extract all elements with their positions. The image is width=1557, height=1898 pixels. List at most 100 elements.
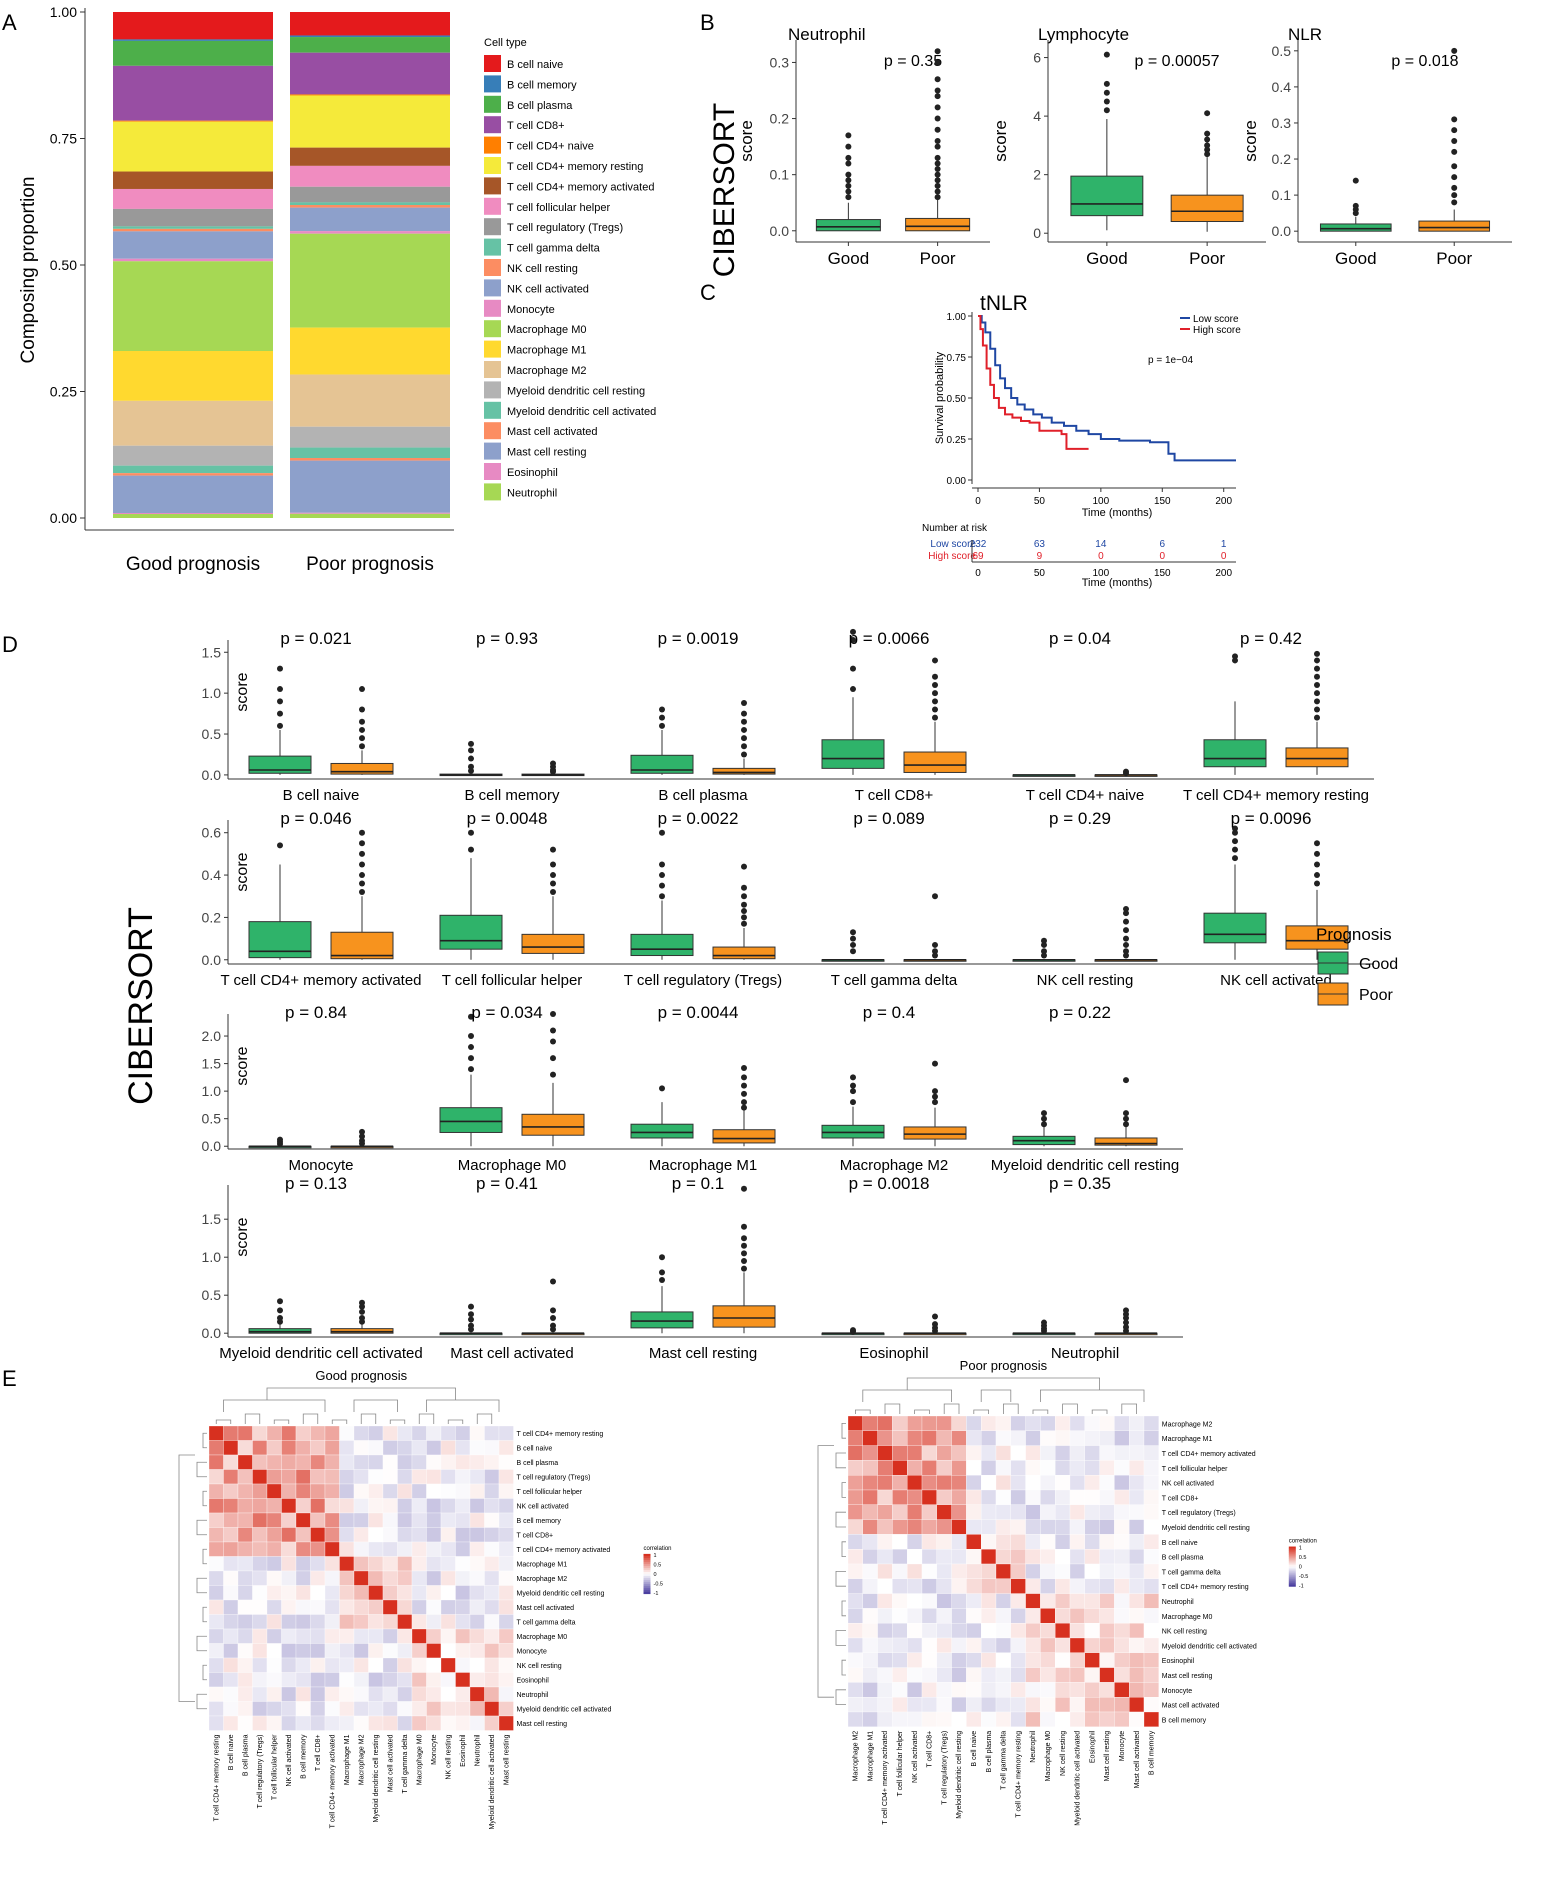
panel-e-poor-cell xyxy=(847,1519,863,1535)
panel-e-good-cell xyxy=(368,1512,384,1528)
panel-e-poor-cell xyxy=(877,1667,893,1683)
panel-e-good-cell xyxy=(455,1614,471,1630)
panel-e-poor-cell xyxy=(892,1682,908,1698)
panel-e-poor-row-label: Myeloid dendritic cell activated xyxy=(1162,1643,1257,1650)
panel-d-row2-t-cell-regulatory-tregs-pvalue: p = 0.0022 xyxy=(658,809,739,828)
panel-e-poor-cell xyxy=(892,1519,908,1535)
panel-d-row2-t-cell-gamma-delta-label: T cell gamma delta xyxy=(831,972,958,989)
panel-e-poor-legend-gradient-step xyxy=(1288,1550,1296,1553)
panel-e-good-cell xyxy=(484,1498,500,1514)
panel-e-good-cell xyxy=(353,1425,369,1441)
panel-d-row1-t-cell-cd8-poor-outlier xyxy=(932,657,938,664)
panel-e-good-cell xyxy=(469,1614,485,1630)
panel-e-poor-cell xyxy=(1055,1563,1071,1579)
panel-a-bar-nk-cell-activated-good-prognosis xyxy=(113,231,273,259)
panel-e-poor-cell xyxy=(1143,1475,1159,1491)
panel-e-poor-legend-gradient-step xyxy=(1288,1572,1296,1575)
panel-e-good-row-label: T cell follicular helper xyxy=(517,1489,583,1496)
panel-e-poor-cell xyxy=(1129,1563,1145,1579)
panel-a-bar-t-cell-cd4-memory-resting-good-prognosis xyxy=(113,121,273,172)
panel-a-legend-label-macrophage-m2: Macrophage M2 xyxy=(507,365,587,377)
panel-e-poor-legend-gradient-step xyxy=(1288,1554,1296,1557)
panel-a-legend-label-mast-cell-resting: Mast cell resting xyxy=(507,447,586,459)
panel-e-poor-cell xyxy=(951,1667,967,1683)
panel-e-good-cell xyxy=(208,1469,224,1485)
panel-e-good-cell xyxy=(295,1672,311,1688)
panel-d-row2-t-cell-regulatory-tregs-poor-outlier xyxy=(741,901,747,908)
panel-e-poor-cell xyxy=(892,1430,908,1446)
panel-e-poor-cell xyxy=(995,1534,1011,1550)
panel-e-good-cell xyxy=(324,1498,340,1514)
panel-e-poor-legend-gradient-step xyxy=(1288,1574,1296,1577)
panel-c-risk-value: 1 xyxy=(1221,539,1227,550)
panel-e-poor-cell xyxy=(892,1489,908,1505)
panel-d-row2-t-cell-gamma-delta-poor-outlier xyxy=(932,952,938,959)
panel-a-legend-swatch-macrophage-m0 xyxy=(484,320,501,338)
panel-e-poor-cell xyxy=(1084,1534,1100,1550)
panel-e-good-row-label: NK cell activated xyxy=(517,1504,569,1511)
panel-e-poor-cell xyxy=(1084,1415,1100,1431)
panel-e-good-cell xyxy=(455,1527,471,1543)
panel-e-poor-cell xyxy=(966,1504,982,1520)
panel-d-row1-t-cell-cd4-memory-resting-good-outlier xyxy=(1232,653,1238,660)
panel-d-row3-macrophage-m1-poor-outlier xyxy=(741,1065,747,1071)
panel-e-good-cell xyxy=(484,1628,500,1644)
panel-e-poor-cell xyxy=(1069,1652,1085,1668)
panel-e-poor-cell xyxy=(951,1460,967,1476)
panel-d-row4-y-label: score xyxy=(234,1217,251,1256)
panel-b-neutrophil-box-poor-outlier xyxy=(934,104,941,111)
panel-e-poor-cell xyxy=(847,1445,863,1461)
panel-e-good-cell xyxy=(382,1672,398,1688)
panel-e-good-cell xyxy=(368,1599,384,1615)
panel-d-row1-t-cell-cd4-memory-resting-poor-outlier xyxy=(1314,714,1320,721)
panel-e-good-cell xyxy=(353,1556,369,1572)
panel-e-good-col-label: T cell gamma delta xyxy=(402,1734,409,1793)
panel-e-good-cell xyxy=(382,1483,398,1499)
panel-d-row1-t-cell-cd8-good-outlier xyxy=(850,637,856,643)
panel-e-good-cell xyxy=(368,1701,384,1717)
panel-b-neutrophil-box-poor-outlier xyxy=(934,93,941,100)
panel-e-good-cell xyxy=(208,1686,224,1702)
panel-e-good-cell xyxy=(382,1701,398,1717)
panel-e-poor-row-label: Mast cell activated xyxy=(1162,1703,1220,1710)
panel-a-bar-monocyte-poor-prognosis xyxy=(290,231,450,234)
panel-e-poor-cell xyxy=(907,1445,923,1461)
panel-e-good-cell xyxy=(237,1440,253,1456)
panel-e-good-cell xyxy=(252,1715,268,1731)
panel-b-nlr-box-good-outlier xyxy=(1352,202,1359,209)
panel-e-good-cell xyxy=(411,1527,427,1543)
panel-d-row1-t-cell-cd8-good-outlier xyxy=(850,686,856,693)
panel-e-poor-cell xyxy=(1040,1682,1056,1698)
panel-d-row3-macrophage-m2-poor-outlier xyxy=(932,1099,938,1106)
panel-e-poor-cell xyxy=(1069,1445,1085,1461)
panel-b-neutrophil-box-poor-outlier xyxy=(934,126,941,133)
panel-e-good-cell xyxy=(397,1527,413,1543)
panel-e-poor-row-label: Macrophage M2 xyxy=(1162,1421,1213,1428)
panel-d-row4-mast-cell-resting-good-outlier xyxy=(659,1269,665,1276)
panel-b-neutrophil-y-tick-label: 0.0 xyxy=(770,223,790,239)
panel-d-row3-macrophage-m1-poor-box xyxy=(712,1129,776,1144)
panel-e-good-cell xyxy=(455,1672,471,1688)
panel-d-row2-t-cell-gamma-delta-poor-outlier xyxy=(932,948,938,955)
panel-e-poor-cell xyxy=(1069,1563,1085,1579)
panel-e-poor-cell xyxy=(951,1652,967,1668)
panel-c-y-tick-label: 0.00 xyxy=(947,476,967,487)
panel-e-poor-cell xyxy=(847,1475,863,1491)
panel-e-poor-cell xyxy=(1010,1593,1026,1609)
panel-e-poor-cell xyxy=(995,1489,1011,1505)
panel-d-row3-myeloid-dendritic-cell-resting-poor-outlier xyxy=(1123,1077,1129,1084)
panel-c-risk-value: 9 xyxy=(1037,551,1043,562)
panel-a-bar-myeloid-dendritic-cell-activated-good-prognosis xyxy=(113,465,273,474)
panel-e-good-legend-gradient-step xyxy=(643,1555,651,1559)
panel-d-row3-y-tick-label: 0.0 xyxy=(202,1138,222,1154)
panel-e-poor-cell xyxy=(1055,1549,1071,1565)
panel-e-good-cell xyxy=(208,1614,224,1630)
panel-c-risk-x-tick-label: 200 xyxy=(1215,568,1232,579)
panel-d-row4-myeloid-dendritic-cell-activated-good-outlier xyxy=(277,1307,283,1314)
panel-e-good-cell xyxy=(455,1556,471,1572)
panel-d-row3-macrophage-m0-poor-outlier xyxy=(550,1055,556,1062)
panel-a-bar-myeloid-dendritic-cell-resting-good-prognosis xyxy=(113,445,273,466)
panel-b-lymphocyte-box-good-outlier xyxy=(1103,107,1110,114)
panel-e-poor-cell xyxy=(1143,1415,1159,1431)
panel-d-row3-macrophage-m0-poor-outlier xyxy=(550,1027,556,1034)
